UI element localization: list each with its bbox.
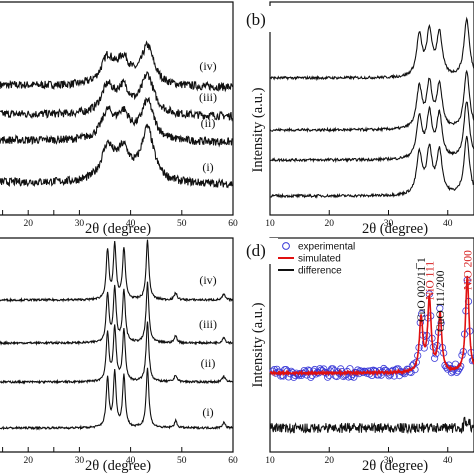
panel-c-series-labels: (iv) (iii) (ii) (i) xyxy=(199,273,217,419)
panel-a: 20 30 40 50 60 (iv) (iii) (ii) (i) 2θ (degree) xyxy=(0,1,238,237)
panel-a-series-label: (i) xyxy=(202,160,213,174)
panel-c-x-axis-label: 2θ (degree) xyxy=(85,458,151,474)
experimental-point xyxy=(380,364,388,373)
panel-d-x-ticks: 10 20 30 40 xyxy=(265,447,453,466)
panel-a-trace xyxy=(0,96,234,148)
panel-b: 10 20 30 40 (b) Intensity (a.u.) 2θ (degree… xyxy=(244,1,474,237)
panel-a-series-label: (iv) xyxy=(199,59,216,73)
panel-a-trace xyxy=(0,123,233,189)
panel-d-label: (d) xyxy=(246,241,266,260)
panel-a-x-tick-label: 20 xyxy=(23,219,33,229)
panel-b-x-tick-label: 10 xyxy=(265,219,275,229)
panel-b-trace xyxy=(269,16,474,82)
panel-b-x-tick-label: 30 xyxy=(384,219,394,229)
panel-d-x-axis-label: 2θ (degree) xyxy=(362,458,428,474)
panel-a-x-tick-label: 40 xyxy=(126,219,136,229)
panel-a-trace xyxy=(0,40,234,93)
panel-d-y-axis-label: Intensity (a.u.) xyxy=(250,302,266,387)
panel-b-trace xyxy=(269,135,474,199)
panel-b-x-ticks: 10 20 30 40 xyxy=(265,210,453,229)
panel-a-trace xyxy=(0,71,234,122)
legend-difference-label: difference xyxy=(298,266,342,277)
panel-c-trace xyxy=(0,281,233,346)
panel-c-x-tick-label: 30 xyxy=(75,456,85,466)
panel-c-traces xyxy=(0,239,234,431)
panel-d-x-tick-label: 20 xyxy=(325,456,335,466)
panel-a-traces xyxy=(0,40,234,189)
panel-d-axes-frame xyxy=(269,237,474,453)
panel-c-series-label: (iii) xyxy=(199,317,217,331)
panel-c-x-tick-label: 20 xyxy=(23,456,33,466)
experimental-point xyxy=(344,373,353,381)
panel-d-x-tick-label: 30 xyxy=(384,456,394,466)
simulated-curve xyxy=(269,275,474,377)
panel-a-x-axis-label: 2θ (degree) xyxy=(85,221,151,237)
panel-a-x-tick-label: 60 xyxy=(228,219,238,229)
peak-annotation: NiO 200 xyxy=(462,250,474,290)
panel-b-trace xyxy=(269,69,474,133)
panel-c-x-tick-label: 50 xyxy=(177,456,187,466)
panel-b-label: (b) xyxy=(246,10,266,29)
panel-a-axes-frame xyxy=(0,1,234,216)
panel-d-x-tick-label: 10 xyxy=(265,456,275,466)
panel-a-x-tick-label: 30 xyxy=(75,219,85,229)
panel-a-series-labels: (iv) (iii) (ii) (i) xyxy=(199,59,217,174)
panel-c-series-label: (i) xyxy=(202,405,213,419)
experimental-point xyxy=(370,367,379,375)
panel-c-axes-frame xyxy=(0,237,234,453)
panel-b-axes-frame xyxy=(269,1,474,216)
peak-annotation: CuO 111/200 xyxy=(435,270,447,332)
panel-b-y-axis-label: Intensity (a.u.) xyxy=(250,87,266,172)
panel-b-traces xyxy=(269,16,474,199)
panel-a-series-label: (iii) xyxy=(199,90,217,104)
panel-c-series-label: (ii) xyxy=(201,356,216,370)
panel-d-legend: experimental simulated difference xyxy=(278,242,355,277)
panel-c-trace xyxy=(0,321,233,385)
panel-d-x-tick-label: 40 xyxy=(443,456,453,466)
panel-d-traces xyxy=(269,275,474,435)
panel-b-x-tick-label: 20 xyxy=(325,219,335,229)
panel-c-trace xyxy=(0,367,233,431)
experimental-point xyxy=(430,354,439,362)
panel-a-x-tick-label: 50 xyxy=(177,219,187,229)
panel-a-x-ticks: 20 30 40 50 60 xyxy=(2,210,238,229)
difference-trace xyxy=(269,416,474,435)
legend-simulated-label: simulated xyxy=(298,254,341,265)
panel-b-x-tick-label: 40 xyxy=(443,219,453,229)
panel-c-x-ticks: 20 30 40 50 60 xyxy=(2,447,238,466)
peak-annotation: NiO 111 xyxy=(424,261,436,300)
panel-a-series-label: (ii) xyxy=(201,116,216,130)
legend-experimental-marker xyxy=(282,242,290,250)
panel-b-label-background xyxy=(244,6,280,32)
panel-c: 20 30 40 50 60 (iv) (iii) (ii) (i) 2θ (degree) xyxy=(0,237,238,474)
panel-c-trace xyxy=(0,239,234,303)
panel-d-label-background xyxy=(244,238,278,264)
legend-experimental-label: experimental xyxy=(298,242,355,253)
panel-c-series-label: (iv) xyxy=(199,273,216,287)
peak-annotation: CuO 002/11̅ 1 xyxy=(415,257,428,322)
panel-c-x-tick-label: 40 xyxy=(126,456,136,466)
experimental-point xyxy=(303,371,311,379)
panel-b-trace xyxy=(269,101,474,164)
panel-c-x-tick-label: 60 xyxy=(228,456,238,466)
panel-b-x-axis-label: 2θ (degree) xyxy=(362,221,428,237)
